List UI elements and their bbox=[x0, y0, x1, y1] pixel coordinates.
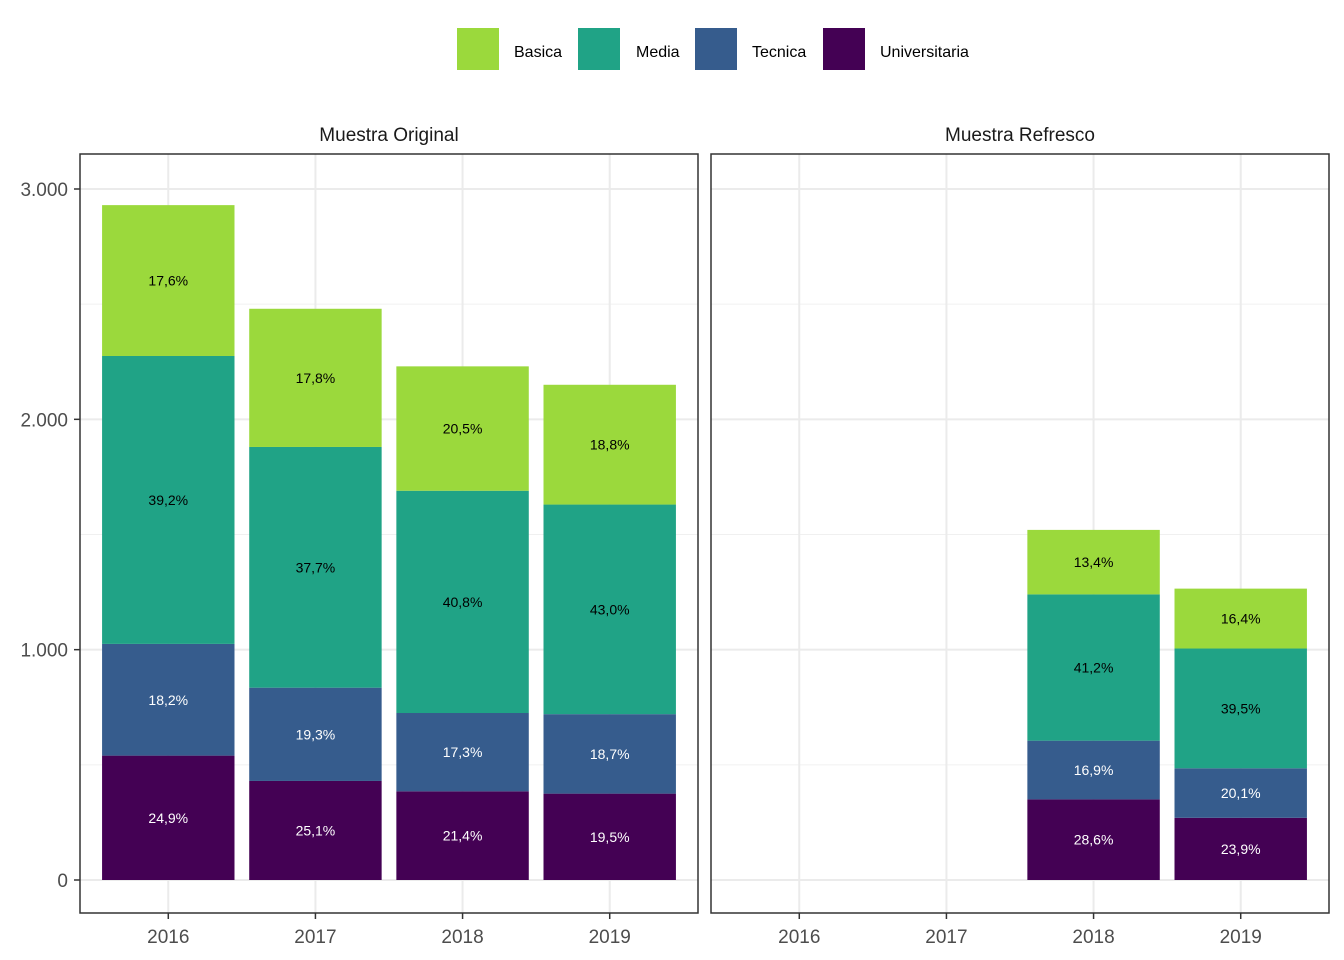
bar-2016: 24,9% 18,2% 39,2% 17,6% bbox=[102, 205, 235, 880]
y-tick-label: 0 bbox=[57, 871, 68, 892]
bar-segment-tecnica bbox=[1027, 740, 1160, 800]
bar-segment-tecnica bbox=[1174, 768, 1307, 818]
bar-2019: 23,9% 20,1% 39,5% 16,4% bbox=[1174, 588, 1307, 880]
data-label: 43,0% bbox=[590, 601, 630, 617]
bar-segment-media bbox=[102, 355, 235, 644]
bar-segment-tecnica bbox=[249, 687, 382, 781]
data-label: 21,4% bbox=[443, 828, 483, 844]
panel-title: Muestra Original bbox=[319, 125, 458, 146]
bar-segment-media bbox=[1174, 648, 1307, 769]
panel-title: Muestra Refresco bbox=[945, 125, 1095, 146]
legend-key-basica bbox=[457, 28, 499, 70]
legend: Basica Media Tecnica Universitaria bbox=[457, 28, 969, 70]
bar-segment-basica bbox=[396, 366, 529, 491]
y-tick-label: 2.000 bbox=[20, 410, 68, 431]
bar-segment-basica bbox=[102, 205, 235, 356]
bar-2019: 19,5% 18,7% 43,0% 18,8% bbox=[543, 384, 676, 880]
panel-border bbox=[710, 153, 1330, 914]
data-label: 13,4% bbox=[1074, 554, 1114, 570]
data-label: 16,4% bbox=[1221, 611, 1261, 627]
legend-key-tecnica bbox=[695, 28, 737, 70]
y-tick-label: 3.000 bbox=[20, 180, 68, 201]
legend-label-universitaria: Universitaria bbox=[880, 44, 969, 61]
data-label: 39,2% bbox=[148, 492, 188, 508]
data-label: 18,8% bbox=[590, 437, 630, 453]
bar-segment-universitaria bbox=[1027, 799, 1160, 880]
x-tick-label: 2016 bbox=[147, 927, 189, 948]
bar-2018: 28,6% 16,9% 41,2% 13,4% bbox=[1027, 529, 1160, 880]
panel-1: Muestra Original 24,9% 18,2% 39,2% 17,6% 25,1… bbox=[20, 125, 699, 948]
bar-segment-basica bbox=[1174, 588, 1307, 649]
legend-key-media bbox=[578, 28, 620, 70]
legend-label-media: Media bbox=[636, 44, 680, 61]
bar-segment-universitaria bbox=[102, 755, 235, 880]
data-label: 23,9% bbox=[1221, 841, 1261, 857]
bar-segment-basica bbox=[1027, 529, 1160, 595]
data-label: 24,9% bbox=[148, 810, 188, 826]
bar-segment-media bbox=[249, 446, 382, 688]
legend-label-tecnica: Tecnica bbox=[752, 44, 806, 61]
bar-segment-tecnica bbox=[543, 714, 676, 794]
x-tick-label: 2018 bbox=[1072, 927, 1114, 948]
bar-segment-universitaria bbox=[1174, 817, 1307, 880]
bar-segment-tecnica bbox=[102, 643, 235, 756]
bar-segment-media bbox=[543, 504, 676, 715]
data-label: 20,5% bbox=[443, 421, 483, 437]
data-label: 40,8% bbox=[443, 594, 483, 610]
data-label: 18,7% bbox=[590, 746, 630, 762]
bar-segment-universitaria bbox=[249, 780, 382, 880]
bar-segment-tecnica bbox=[396, 713, 529, 792]
data-label: 37,7% bbox=[296, 559, 336, 575]
data-label: 19,5% bbox=[590, 829, 630, 845]
bar-segment-basica bbox=[249, 308, 382, 447]
bar-segment-universitaria bbox=[396, 791, 529, 880]
data-label: 25,1% bbox=[296, 822, 336, 838]
bar-segment-basica bbox=[543, 384, 676, 505]
data-label: 19,3% bbox=[296, 726, 336, 742]
data-label: 20,1% bbox=[1221, 785, 1261, 801]
bar-segment-universitaria bbox=[543, 793, 676, 880]
panel-2: Muestra Refresco 28,6% 16,9% 41,2% 13,4% 23,9… bbox=[710, 125, 1330, 948]
data-label: 41,2% bbox=[1074, 660, 1114, 676]
chart-panels: Muestra Original 24,9% 18,2% 39,2% 17,6% 25,1… bbox=[20, 125, 1330, 948]
x-tick-label: 2018 bbox=[441, 927, 483, 948]
y-tick-label: 1.000 bbox=[20, 641, 68, 662]
data-label: 28,6% bbox=[1074, 832, 1114, 848]
data-label: 39,5% bbox=[1221, 700, 1261, 716]
legend-label-basica: Basica bbox=[514, 44, 562, 61]
bar-2018: 21,4% 17,3% 40,8% 20,5% bbox=[396, 366, 529, 880]
x-tick-label: 2016 bbox=[778, 927, 820, 948]
data-label: 17,3% bbox=[443, 744, 483, 760]
data-label: 17,8% bbox=[296, 370, 336, 386]
data-label: 18,2% bbox=[148, 692, 188, 708]
legend-key-universitaria bbox=[823, 28, 865, 70]
x-tick-label: 2019 bbox=[589, 927, 631, 948]
panel-border bbox=[79, 153, 699, 914]
bar-segment-media bbox=[396, 490, 529, 714]
x-tick-label: 2019 bbox=[1220, 927, 1262, 948]
bar-segment-media bbox=[1027, 594, 1160, 741]
data-label: 16,9% bbox=[1074, 762, 1114, 778]
bar-2017: 25,1% 19,3% 37,7% 17,8% bbox=[249, 308, 382, 880]
x-tick-label: 2017 bbox=[294, 927, 336, 948]
data-label: 17,6% bbox=[148, 273, 188, 289]
x-tick-label: 2017 bbox=[925, 927, 967, 948]
